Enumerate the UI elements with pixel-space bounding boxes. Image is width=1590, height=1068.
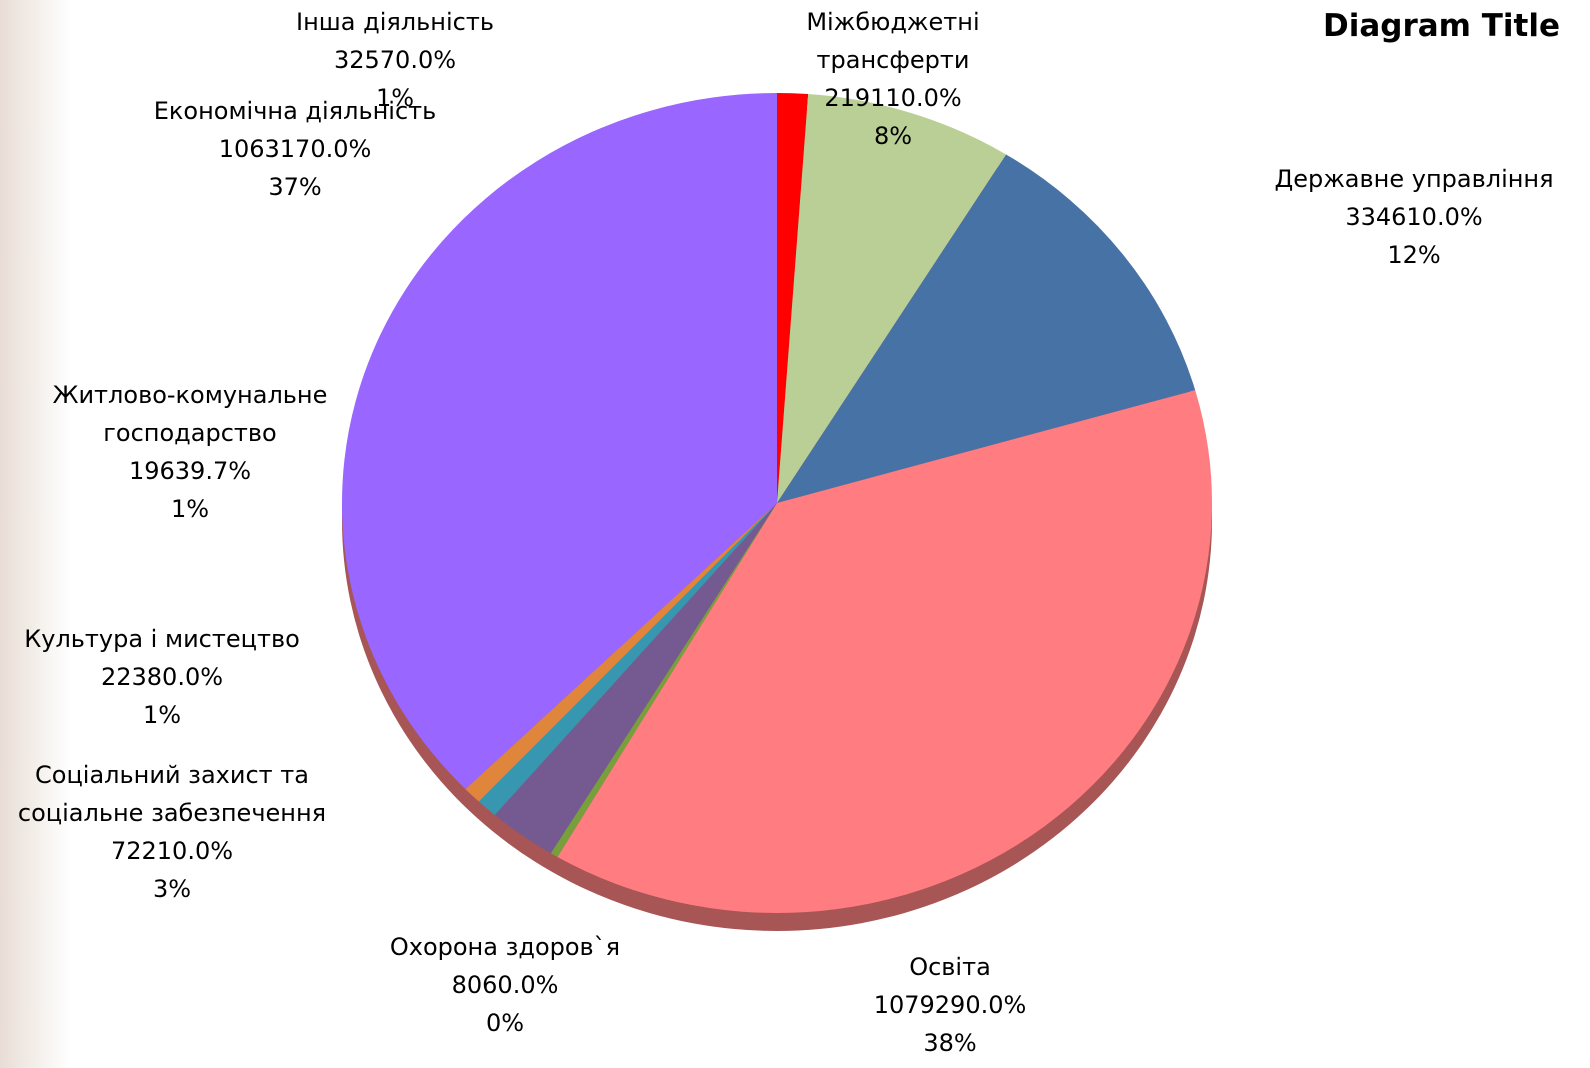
label-value: 19639.7% xyxy=(128,457,252,485)
label-percent: 1% xyxy=(375,84,415,112)
label-percent: 8% xyxy=(873,122,913,150)
pie-slice xyxy=(342,93,777,790)
slice-label: Культура і мистецтво 22380.0% 1% xyxy=(12,620,312,734)
slice-label: Економічна діяльність 1063170.0% 37% xyxy=(135,92,455,206)
label-name: Економічна діяльність xyxy=(153,97,437,125)
slice-label: Соціальний захист та соціальне забезпече… xyxy=(0,756,345,908)
label-value: 1079290.0% xyxy=(873,991,1027,1019)
slice-label: Державне управління 334610.0% 12% xyxy=(1249,160,1579,274)
pie-slice xyxy=(777,93,809,503)
pie-slice xyxy=(494,503,777,854)
label-value: 32570.0% xyxy=(333,46,457,74)
label-percent: 12% xyxy=(1387,241,1441,269)
pie-slice xyxy=(465,503,777,802)
chart-title: Diagram Title xyxy=(1322,8,1560,44)
pie-slice xyxy=(777,94,1007,504)
label-name: Житлово-комунальне господарство xyxy=(52,381,328,447)
background-strip xyxy=(0,0,70,1068)
pie-slice xyxy=(550,503,777,857)
slice-label: Інша діяльність 32570.0% 1% xyxy=(265,3,525,117)
label-name: Державне управління xyxy=(1274,165,1554,193)
label-percent: 38% xyxy=(923,1029,977,1057)
label-value: 72210.0% xyxy=(110,837,234,865)
label-name: Освіта xyxy=(909,953,991,981)
slice-label: Житлово-комунальне господарство 19639.7% 1… xyxy=(35,376,345,528)
slice-label: Охорона здоров`я 8060.0% 0% xyxy=(355,928,655,1042)
label-name: Охорона здоров`я xyxy=(389,933,621,961)
label-value: 22380.0% xyxy=(100,663,224,691)
label-value: 219110.0% xyxy=(824,84,962,112)
label-percent: 3% xyxy=(152,875,192,903)
label-value: 1063170.0% xyxy=(218,135,372,163)
label-name: Соціальний захист та соціальне забезпече… xyxy=(17,761,327,827)
slice-label: Міжбюджетні трансферти 219110.0% 8% xyxy=(793,3,993,155)
label-percent: 0% xyxy=(485,1009,525,1037)
label-name: Інша діяльність xyxy=(296,8,494,36)
label-value: 8060.0% xyxy=(451,971,559,999)
label-value: 334610.0% xyxy=(1345,203,1483,231)
label-percent: 1% xyxy=(142,701,182,729)
label-name: Міжбюджетні трансферти xyxy=(806,8,980,74)
label-name: Культура і мистецтво xyxy=(24,625,300,653)
pie-slice xyxy=(478,503,777,816)
slice-label: Освіта 1079290.0% 38% xyxy=(820,948,1080,1062)
pie-slice xyxy=(557,390,1213,914)
label-percent: 1% xyxy=(170,495,210,523)
pie-slice xyxy=(777,154,1196,503)
label-percent: 37% xyxy=(268,173,322,201)
